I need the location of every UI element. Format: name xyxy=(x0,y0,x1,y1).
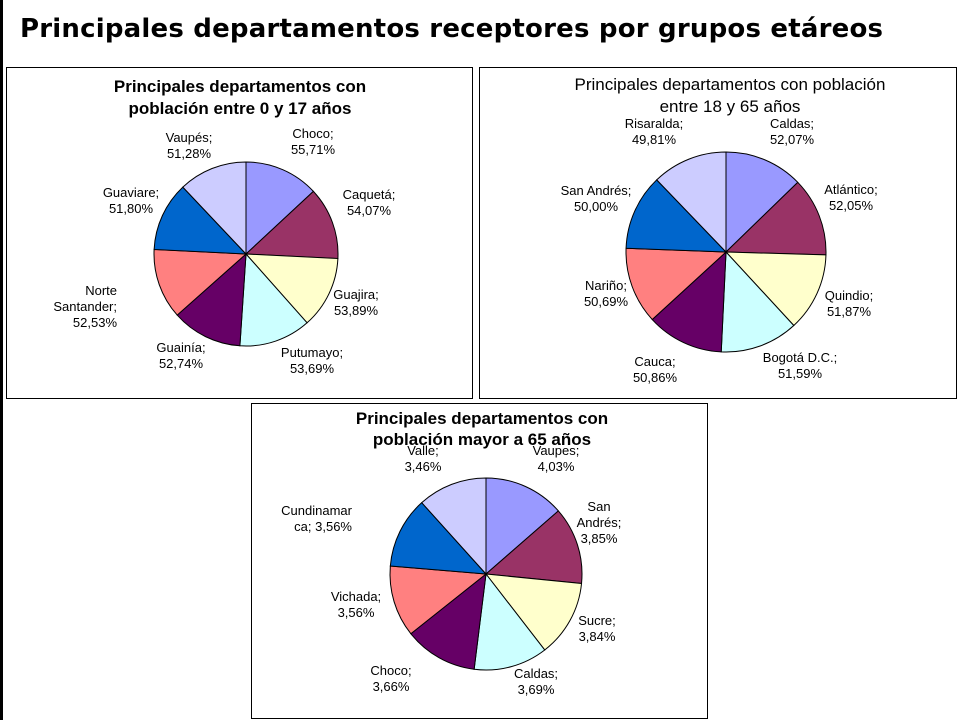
slice-label: Atlántico; 52,05% xyxy=(824,182,877,213)
chart-title-line: Principales departamentos con población xyxy=(575,75,886,94)
slice-label: San Andrés; 3,85% xyxy=(577,499,622,546)
slice-label: Quindio; 51,87% xyxy=(825,288,873,319)
slice-label: Sucre; 3,84% xyxy=(578,613,616,644)
slice-label: Caquetá; 54,07% xyxy=(343,187,396,218)
pie-chart-svg: Principales departamentos con población m… xyxy=(281,409,622,697)
slice-label: Nariño; 50,69% xyxy=(584,278,629,309)
slice-label: Guaviare; 51,80% xyxy=(103,185,159,216)
pie-slice xyxy=(625,247,728,321)
chart-title-line: Principales departamentos con xyxy=(356,409,608,428)
slice-label: Bogotá D.C.; 51,59% xyxy=(763,350,837,381)
slice-label: Cauca; 50,86% xyxy=(633,354,678,385)
chart-title-line: población entre 0 y 17 años xyxy=(129,99,352,118)
pie-chart-panel-65-plus: Principales departamentos con población m… xyxy=(251,403,708,719)
pie-slice xyxy=(473,572,546,671)
pie-slice xyxy=(656,151,727,254)
slice-label: Caldas; 52,07% xyxy=(770,116,815,147)
slice-label: Norte Santander; 52,53% xyxy=(53,283,117,330)
slice-label: Choco; 55,71% xyxy=(291,126,336,157)
pie-slice xyxy=(244,190,339,260)
slice-label: Cundinamar ca; 3,56% xyxy=(281,503,352,534)
slide-title: Principales departamentos receptores por… xyxy=(20,14,884,44)
pie-slice xyxy=(485,477,560,576)
pie-slice xyxy=(244,253,339,324)
pie-slice xyxy=(245,161,315,256)
pie-slice xyxy=(725,151,799,254)
pie-slice xyxy=(176,252,247,347)
chart-title-line: Principales departamentos con xyxy=(114,77,366,96)
slice-label: Vichada; 3,56% xyxy=(331,589,381,620)
pie-chart-panel-18-65: Principales departamentos con población e… xyxy=(479,67,957,399)
pie-slice xyxy=(182,161,247,256)
slice-label: Risaralda; 49,81% xyxy=(625,116,684,147)
slide-left-edge xyxy=(0,0,3,720)
slice-label: San Andrés; 50,00% xyxy=(561,183,632,214)
slice-label: Caldas; 3,69% xyxy=(514,666,558,697)
slice-label: Vaupes; 4,03% xyxy=(533,443,580,474)
pie-chart-svg: Principales departamentos con población e… xyxy=(53,77,396,376)
slice-label: Valle; 3,46% xyxy=(405,443,442,474)
slice-label: Putumayo; 53,69% xyxy=(281,345,343,376)
pie-slice xyxy=(724,251,827,327)
slice-label: Vaupés; 51,28% xyxy=(166,130,213,161)
pie-slice xyxy=(720,250,795,353)
pie-slice xyxy=(484,573,583,651)
pie-slice xyxy=(153,186,248,255)
pie-slice xyxy=(389,501,488,575)
pie-slice xyxy=(484,510,583,585)
pie-slice xyxy=(239,252,308,347)
slice-label: Choco; 3,66% xyxy=(370,663,411,694)
pie-slice xyxy=(421,477,487,576)
pie-chart-svg: Principales departamentos con población e… xyxy=(561,75,886,385)
slice-label: Guajira; 53,89% xyxy=(333,287,379,318)
chart-title-line: población mayor a 65 años xyxy=(373,430,591,449)
chart-title-line: entre 18 y 65 años xyxy=(660,97,801,116)
pie-slice xyxy=(410,572,487,670)
slice-label: Guainía; 52,74% xyxy=(156,340,205,371)
pie-slice xyxy=(389,565,488,635)
pie-slice xyxy=(625,179,728,253)
pie-slice xyxy=(724,181,827,256)
pie-slice xyxy=(651,250,727,353)
pie-slice xyxy=(153,248,248,316)
pie-chart-panel-0-17: Principales departamentos con población e… xyxy=(6,67,473,399)
